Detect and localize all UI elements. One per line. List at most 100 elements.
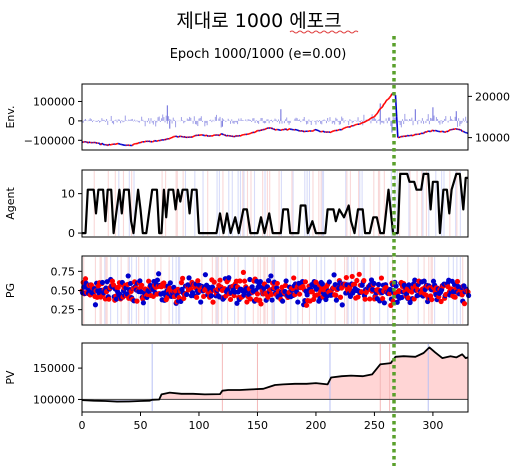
pg-point-sell [113,296,120,302]
pg-point-sell [371,280,377,286]
action-band [422,171,424,236]
action-band [202,171,204,236]
price-segment [193,134,196,137]
action-band [184,171,187,236]
price-segment [377,109,380,113]
price-segment [87,141,90,144]
pg-point-buy [461,301,468,307]
pg-point-sell [202,272,209,278]
price-segment [386,98,389,101]
price-segment [268,126,271,130]
x-tick-label: 50 [133,419,147,432]
action-band [306,171,308,236]
pg-point-buy [109,278,116,284]
price-segment [248,132,251,135]
pg-point-buy [388,302,394,309]
figure-title: 제대로 1000 에포크 [176,10,341,32]
price-segment [270,127,274,130]
action-band [228,171,230,236]
price-segment [177,135,180,138]
action-band [349,171,351,236]
action-band [231,171,233,236]
y-tick-label: 0.25 [51,304,76,317]
pg-point-buy [309,289,316,295]
pg-point-sell [92,302,99,308]
agent-line [82,172,468,235]
pg-point-buy [387,291,393,297]
price-segment [341,128,344,131]
price-segment [219,133,222,136]
y-tick-label: 150000 [33,362,75,375]
action-band [346,171,348,236]
action-band [207,171,209,236]
pg-point-buy [429,296,435,303]
price-segment [389,95,392,98]
pg-point-buy [178,280,185,286]
pg-point-buy [134,298,140,304]
price-segment [380,106,384,109]
pg-point-buy [274,280,280,287]
pg-point-buy [438,298,444,305]
pg-point-buy [82,276,89,282]
action-band [383,171,385,236]
price-segment [176,135,179,138]
pg-point-sell [465,292,472,299]
action-band [269,171,271,236]
price-segment [460,129,463,132]
x-tick-label: 300 [422,419,443,432]
price-segment [117,142,120,145]
pg-point-sell [370,286,376,293]
x-tick-label: 250 [364,419,385,432]
pg-point-buy [356,271,362,277]
price-segment [359,122,363,125]
price-segment [289,128,292,131]
price-segment [368,118,371,121]
price-segment [348,125,351,128]
x-tick-label: 200 [305,419,326,432]
pg-point-buy [361,277,367,284]
pg-point-sell [127,280,134,287]
y-tick-label: 100000 [33,393,75,406]
action-band [182,171,184,236]
price-segment [302,130,305,133]
pg-point-sell [186,275,192,281]
price-segment [240,134,243,137]
pg-point-buy [452,294,458,300]
pg-point-buy [106,296,112,302]
price-segment [186,136,189,139]
price-segment [191,135,194,138]
price-segment [137,141,140,144]
pg-point-sell [331,272,337,278]
price-segment [447,129,450,133]
price-segment [224,134,227,137]
pg-point-buy [179,275,186,281]
spellcheck-underline [289,30,359,34]
pg-point-sell [339,302,345,308]
price-segment [422,131,426,134]
price-segment [336,129,339,132]
action-band [435,171,437,236]
pg-point-buy [351,281,358,287]
pg-point-sell [375,281,382,288]
price-segment [313,128,316,132]
price-segment [144,140,147,143]
price-segment [284,128,288,131]
price-segment [231,135,234,138]
price-segment [101,142,104,145]
action-band [216,171,218,236]
price-segment [364,120,367,123]
price-segment [318,130,322,133]
price-segment [453,128,456,131]
pg-point-buy [247,296,254,302]
pg-point-buy [254,291,261,297]
price-segment [238,134,241,137]
env-panel: 100000 0 −100000 20000 10000 Env. [4,83,510,151]
action-band [253,171,256,236]
price-segment [352,124,355,127]
price-segment [430,130,433,133]
pg-point-sell [137,278,143,284]
pg-point-buy [268,291,275,297]
price-segment [404,135,407,138]
pg-point-sell [283,278,289,284]
price-segment [139,141,143,144]
